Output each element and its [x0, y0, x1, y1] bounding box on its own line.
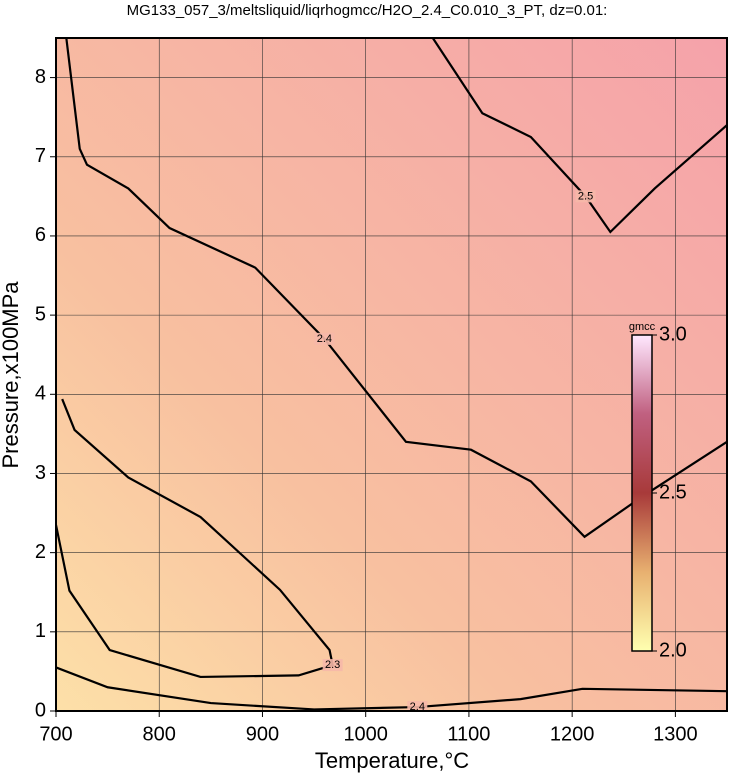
y-tick-label: 5	[35, 303, 46, 325]
contour-label-bg	[314, 332, 335, 345]
colorbar-tick-label: 2.5	[659, 481, 687, 503]
x-tick-label: 900	[246, 723, 279, 745]
y-tick-label: 3	[35, 462, 46, 484]
contour-label: 2.4	[317, 333, 332, 345]
contour-label-bg	[322, 659, 343, 672]
contour-label: 2.5	[578, 190, 593, 202]
y-tick-label: 8	[35, 66, 46, 88]
y-axis-label: Pressure,x100MPa	[0, 281, 23, 469]
y-tick-label: 0	[35, 699, 46, 721]
x-tick-label: 800	[143, 723, 176, 745]
y-tick-label: 6	[35, 224, 46, 246]
x-axis-label: Temperature,°C	[315, 748, 469, 773]
y-tick-label: 4	[35, 383, 46, 405]
y-tick-label: 7	[35, 145, 46, 167]
x-tick-label: 1300	[653, 723, 698, 745]
contour-line	[56, 398, 334, 679]
colorbar-scale	[631, 334, 653, 652]
x-tick-label: 1200	[550, 723, 595, 745]
contour-label: 2.3	[325, 659, 340, 671]
contour-label-bg	[575, 190, 596, 203]
y-tick-label: 2	[35, 541, 46, 563]
plot-background	[56, 38, 727, 711]
x-tick-label: 1000	[343, 723, 388, 745]
contour-label-bg	[407, 701, 428, 711]
contour-label: 2.4	[410, 701, 425, 713]
y-tick-label: 1	[35, 620, 46, 642]
x-tick-label: 1100	[447, 723, 490, 745]
plot-frame	[55, 37, 728, 712]
colorbar-tick-label: 2.0	[659, 639, 687, 661]
colorbar-label: gmcc	[629, 321, 656, 333]
colorbar: gmcc 2.0 2.5 3.0	[629, 321, 687, 661]
contour-line	[56, 666, 727, 711]
colorbar-tick-label: 3.0	[659, 323, 687, 345]
x-tick-label: 700	[39, 723, 72, 745]
plot-area: 2.4 2.5 2.3 2.4	[56, 38, 727, 713]
chart-title: MG133_057_3/meltsliquid/liqrhogmcc/H2O_2…	[127, 2, 608, 19]
